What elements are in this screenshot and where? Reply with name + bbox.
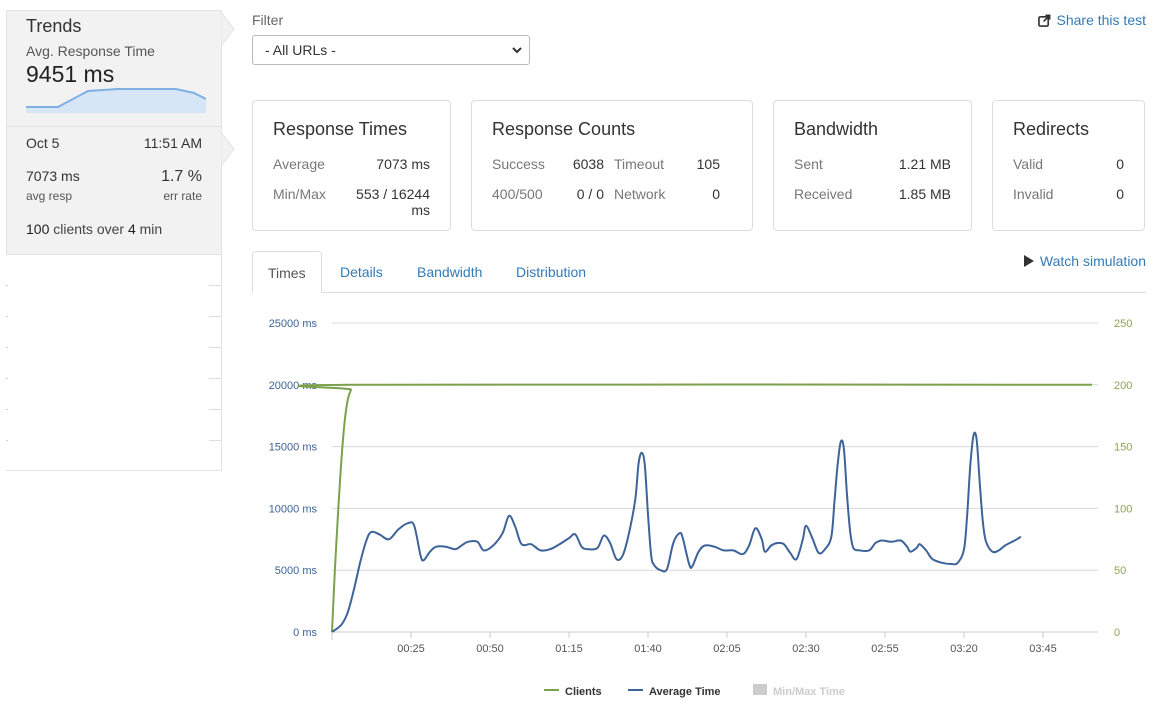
- tab-bandwidth[interactable]: Bandwidth: [417, 264, 483, 280]
- trend-metric-label: Avg. Response Time: [26, 43, 155, 59]
- watch-simulation-label: Watch simulation: [1039, 253, 1146, 269]
- http-errors-label: 400/500: [492, 186, 543, 202]
- test-run-card[interactable]: Oct 5 11:51 AM 7073 ms 1.7 % avg resp er…: [6, 127, 235, 255]
- y-right-tick-label: 150: [1114, 442, 1132, 454]
- x-tick-label: 02:55: [871, 643, 899, 655]
- chevron-down-icon: [512, 47, 522, 54]
- average-time-series-line: [331, 431, 1022, 633]
- bandwidth-card: Bandwidth Sent 1.21 MB Received 1.85 MB: [773, 100, 972, 231]
- network-label: Network: [614, 186, 666, 202]
- x-tick-label: 00:50: [476, 643, 504, 655]
- run-clients-count: 100: [26, 221, 50, 237]
- sent-label: Sent: [794, 156, 823, 172]
- bandwidth-title: Bandwidth: [794, 119, 879, 139]
- tab-distribution[interactable]: Distribution: [516, 264, 587, 280]
- chart-tabs: Times Details Bandwidth Distribution: [252, 251, 1146, 293]
- run-clients-text: clients over: [53, 221, 125, 237]
- trends-sidebar: Trends Avg. Response Time 9451 ms Oct 5 …: [6, 10, 235, 471]
- trend-sparkline: [26, 88, 206, 113]
- y-left-tick-label: 25000 ms: [269, 318, 318, 330]
- watch-simulation-link[interactable]: Watch simulation: [1023, 253, 1146, 269]
- x-tick-label: 01:15: [555, 643, 583, 655]
- share-icon: [1037, 14, 1050, 27]
- y-right-tick-label: 50: [1114, 565, 1126, 577]
- network-value: 0: [712, 186, 720, 202]
- y-right-tick-label: 250: [1114, 318, 1132, 330]
- redirects-card: Redirects Valid 0 Invalid 0: [992, 100, 1145, 231]
- url-filter-selected: - All URLs -: [265, 42, 336, 58]
- response-counts-card: Response Counts Success 6038 Timeout 105…: [471, 100, 753, 231]
- run-err-rate-label: err rate: [163, 189, 202, 203]
- x-tick-label: 00:25: [397, 643, 425, 655]
- response-times-title: Response Times: [273, 119, 408, 139]
- response-counts-title: Response Counts: [492, 119, 636, 139]
- x-tick-label: 03:45: [1029, 643, 1057, 655]
- y-left-tick-label: 10000 ms: [269, 503, 318, 515]
- clients-series-line: [297, 383, 1093, 633]
- timeout-value: 105: [696, 156, 720, 172]
- valid-value: 0: [1116, 156, 1124, 172]
- legend-minmax-swatch: [753, 684, 767, 695]
- x-tick-label: 01:40: [634, 643, 662, 655]
- y-left-tick-label: 15000 ms: [269, 442, 318, 454]
- legend-clients-label: Clients: [565, 686, 602, 698]
- timeout-label: Timeout: [614, 156, 665, 172]
- sidebar-empty-area: [6, 255, 222, 471]
- y-left-tick-label: 5000 ms: [275, 565, 318, 577]
- redirects-title: Redirects: [1013, 119, 1090, 139]
- average-value: 7073 ms: [376, 156, 430, 172]
- invalid-label: Invalid: [1013, 186, 1054, 202]
- filter-label: Filter: [252, 12, 284, 28]
- run-duration: 4: [127, 221, 136, 237]
- legend-minmax-label: Min/Max Time: [773, 686, 845, 698]
- y-right-tick-label: 0: [1114, 627, 1120, 639]
- y-left-tick-label: 20000 ms: [269, 380, 318, 392]
- run-err-rate-value: 1.7 %: [161, 168, 202, 185]
- success-value: 6038: [572, 156, 604, 172]
- run-clients-summary: 100 clients over 4 min: [26, 221, 202, 237]
- minmax-value: 553 / 16244 ms: [356, 186, 430, 218]
- minmax-label: Min/Max: [273, 186, 326, 202]
- pointer-arrow-icon: [221, 131, 235, 167]
- trends-title: Trends: [26, 16, 82, 36]
- tab-times[interactable]: Times: [252, 251, 322, 293]
- pointer-arrow-icon: [221, 11, 235, 47]
- y-left-tick-label: 0 ms: [293, 627, 317, 639]
- url-filter-select[interactable]: - All URLs -: [252, 35, 530, 65]
- legend-average-time-label: Average Time: [649, 686, 721, 698]
- x-tick-label: 02:30: [792, 643, 820, 655]
- run-time: 11:51 AM: [143, 135, 202, 151]
- y-right-tick-label: 100: [1114, 503, 1132, 515]
- trend-metric-value: 9451 ms: [26, 61, 115, 87]
- response-times-card: Response Times Average 7073 ms Min/Max 5…: [252, 100, 451, 231]
- received-label: Received: [794, 186, 853, 202]
- success-label: Success: [492, 156, 545, 172]
- share-test-link[interactable]: Share this test: [1037, 12, 1147, 28]
- average-label: Average: [273, 156, 325, 172]
- sent-value: 1.21 MB: [898, 156, 951, 172]
- x-tick-label: 02:05: [713, 643, 741, 655]
- tab-details[interactable]: Details: [340, 264, 383, 280]
- run-avg-resp-label: avg resp: [26, 189, 73, 203]
- run-avg-resp-value: 7073 ms: [26, 168, 80, 184]
- http-errors-value: 0 / 0: [576, 186, 604, 202]
- x-tick-label: 03:20: [950, 643, 978, 655]
- invalid-value: 0: [1116, 186, 1124, 202]
- valid-label: Valid: [1013, 156, 1044, 172]
- received-value: 1.85 MB: [898, 186, 951, 202]
- share-label: Share this test: [1056, 12, 1147, 28]
- run-duration-unit: min: [139, 221, 163, 237]
- y-right-tick-label: 200: [1114, 380, 1132, 392]
- trend-card[interactable]: Trends Avg. Response Time 9451 ms: [6, 10, 235, 127]
- run-date: Oct 5: [26, 135, 60, 151]
- play-icon: [1023, 255, 1034, 267]
